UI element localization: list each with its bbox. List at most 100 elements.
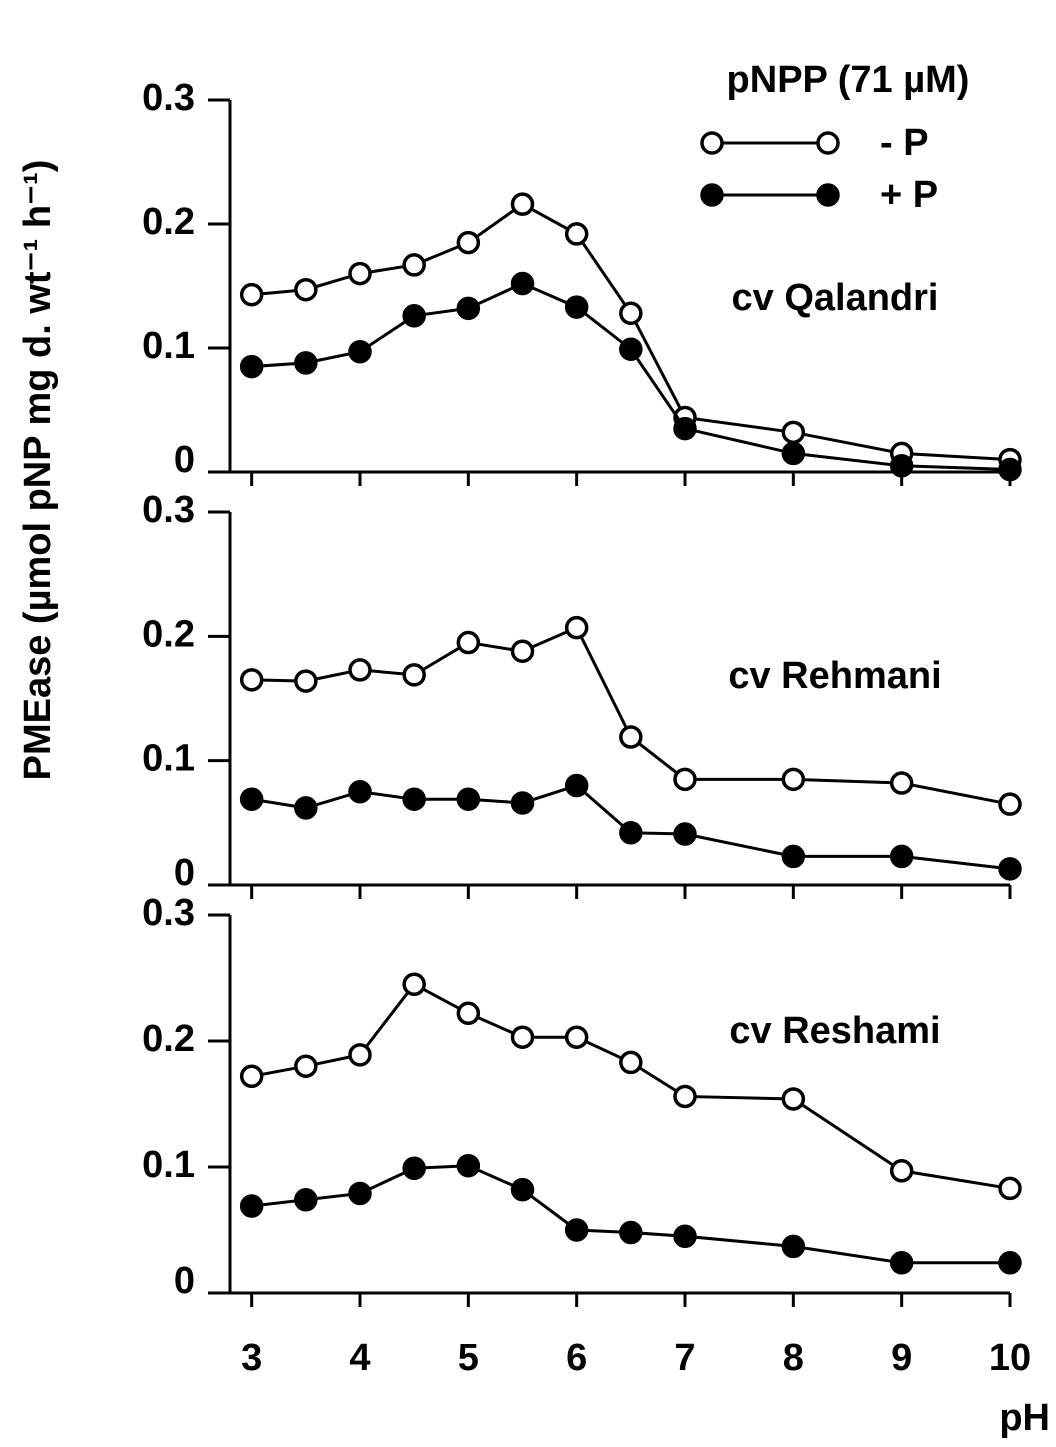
data-point	[564, 615, 589, 640]
y-tick-label: 0	[174, 1260, 195, 1302]
data-point	[239, 1194, 264, 1218]
data-point	[510, 271, 535, 296]
y-tick-label: 0.3	[142, 77, 195, 119]
y-tick-label: 0.2	[142, 613, 195, 655]
y-tick-label: 0.1	[142, 325, 195, 367]
y-tick-label: 0	[174, 439, 195, 481]
data-point	[294, 277, 318, 302]
data-point	[998, 792, 1022, 816]
data-point	[889, 454, 914, 478]
legend-marker	[700, 131, 724, 155]
data-point	[889, 771, 914, 795]
data-point	[348, 261, 372, 286]
data-point	[889, 1159, 914, 1183]
data-point	[510, 639, 535, 664]
data-point	[510, 791, 535, 815]
data-point	[619, 1050, 643, 1075]
x-tick-label: 4	[349, 1337, 370, 1379]
series-line	[251, 202, 1011, 462]
data-point	[294, 1188, 318, 1212]
x-tick-label: 9	[891, 1337, 912, 1379]
data-point	[781, 1234, 806, 1259]
legend-marker	[816, 183, 840, 207]
data-point	[239, 354, 264, 379]
x-tick-label: 8	[783, 1337, 804, 1379]
data-point	[348, 780, 372, 804]
data-point	[564, 295, 589, 319]
legend-title: pNPP (71 µM)	[727, 59, 970, 101]
data-point	[564, 773, 589, 798]
data-point	[348, 1043, 372, 1067]
data-point	[510, 1025, 535, 1049]
x-tick-label: 7	[674, 1337, 695, 1379]
data-point	[456, 787, 481, 811]
data-point	[510, 1177, 535, 1202]
data-point	[619, 301, 643, 326]
x-tick-label: 5	[458, 1337, 479, 1379]
x-tick-label: 3	[241, 1337, 262, 1379]
data-point	[402, 304, 426, 328]
data-point	[889, 844, 914, 869]
annotation: cv Qalandri	[732, 277, 939, 319]
data-point	[781, 844, 806, 869]
data-point	[564, 222, 589, 246]
data-point	[294, 669, 318, 693]
y-tick-label: 0.1	[142, 1144, 195, 1186]
data-point	[998, 1176, 1022, 1201]
data-point	[619, 725, 643, 749]
y-tick-label: 0.2	[142, 201, 195, 243]
data-point	[456, 296, 481, 321]
data-point	[402, 253, 426, 277]
data-point	[998, 1251, 1022, 1275]
legend-marker	[700, 183, 724, 207]
data-point	[510, 192, 535, 216]
data-point	[673, 822, 697, 846]
data-point	[998, 457, 1022, 482]
data-point	[781, 767, 806, 792]
data-point	[619, 1220, 643, 1245]
data-point	[294, 351, 318, 375]
data-point	[673, 416, 697, 441]
data-point	[456, 1001, 481, 1026]
data-point	[456, 1153, 481, 1178]
data-point	[673, 1084, 697, 1109]
data-point	[781, 441, 806, 466]
data-point	[348, 339, 372, 364]
data-point	[673, 1224, 697, 1249]
data-point	[239, 787, 264, 811]
data-point	[239, 282, 264, 307]
y-tick-label: 0.1	[142, 738, 195, 780]
data-point	[781, 420, 806, 445]
data-point	[619, 821, 643, 845]
y-tick-label: 0.2	[142, 1018, 195, 1060]
data-point	[239, 668, 264, 692]
annotation: cv Reshami	[729, 1010, 940, 1052]
legend-label: + P	[880, 174, 938, 216]
x-tick-label: 6	[566, 1337, 587, 1379]
data-point	[998, 857, 1022, 881]
data-point	[348, 658, 372, 682]
x-tick-label: 10	[989, 1337, 1031, 1379]
data-point	[402, 663, 426, 687]
data-point	[402, 787, 426, 811]
data-point	[456, 630, 481, 655]
data-point	[239, 1064, 264, 1089]
y-axis-label: PMEase (µmol pNP mg d. wt⁻¹ h⁻¹)	[17, 160, 59, 781]
data-point	[402, 1156, 426, 1181]
y-tick-label: 0.3	[142, 892, 195, 934]
data-point	[781, 1087, 806, 1111]
legend-marker	[816, 131, 840, 155]
annotation: cv Rehmani	[728, 655, 941, 697]
x-axis-label: pH	[999, 1397, 1050, 1439]
data-point	[456, 230, 481, 255]
legend-label: - P	[880, 122, 929, 164]
data-point	[889, 1251, 914, 1275]
y-tick-label: 0.3	[142, 489, 195, 531]
data-point	[348, 1181, 372, 1206]
data-point	[619, 337, 643, 361]
data-point	[564, 1025, 589, 1049]
data-point	[673, 767, 697, 792]
y-tick-label: 0	[174, 852, 195, 894]
data-point	[564, 1218, 589, 1242]
